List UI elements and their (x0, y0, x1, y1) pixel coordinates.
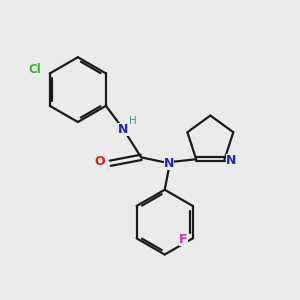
Text: Cl: Cl (28, 63, 41, 76)
Text: F: F (179, 233, 188, 246)
Text: H: H (129, 116, 137, 126)
Text: N: N (226, 154, 236, 167)
Text: O: O (94, 155, 105, 168)
Text: N: N (164, 157, 174, 170)
Text: N: N (118, 123, 129, 136)
